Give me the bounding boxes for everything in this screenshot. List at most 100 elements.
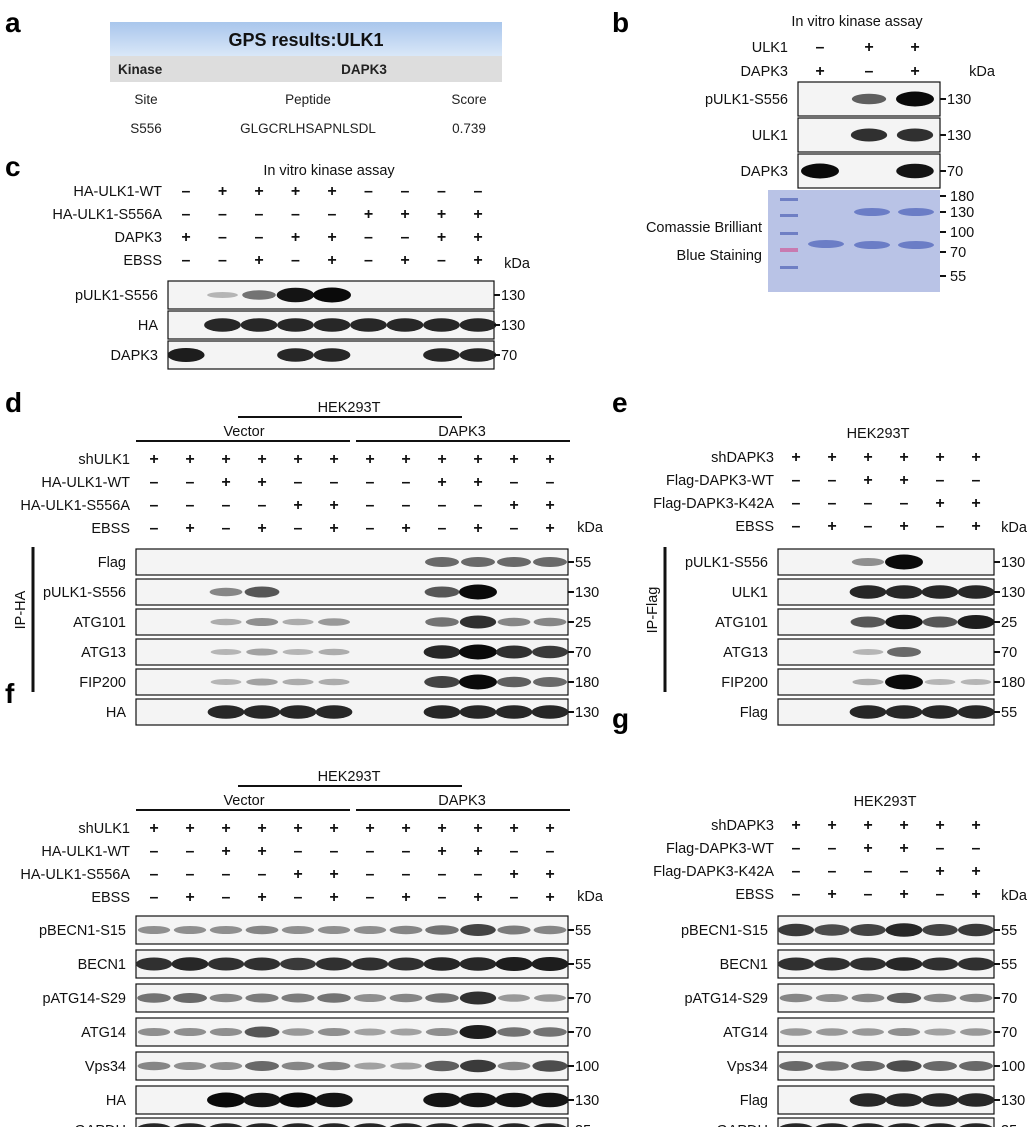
band bbox=[424, 676, 460, 688]
band bbox=[317, 1123, 351, 1127]
band bbox=[424, 1060, 460, 1072]
condition-mark: – bbox=[401, 229, 410, 246]
condition-mark: – bbox=[150, 474, 159, 491]
condition-mark: + bbox=[545, 497, 554, 514]
band bbox=[313, 348, 351, 362]
condition-label: Flag-DAPK3-WT bbox=[666, 473, 774, 489]
condition-label: Flag-DAPK3-WT bbox=[666, 841, 774, 857]
blot-strip bbox=[777, 1051, 995, 1081]
condition-mark: – bbox=[366, 474, 375, 491]
condition-mark: – bbox=[438, 889, 447, 906]
mw-label: 180 bbox=[1001, 675, 1025, 691]
cell-line: HEK293T bbox=[854, 794, 917, 810]
band bbox=[173, 926, 207, 934]
band bbox=[885, 614, 923, 630]
mw-label: 180 bbox=[950, 189, 974, 205]
condition-mark: – bbox=[150, 497, 159, 514]
condition-mark: + bbox=[863, 449, 872, 466]
cell-line: HEK293T bbox=[318, 400, 381, 416]
band bbox=[167, 348, 205, 362]
band bbox=[317, 1061, 351, 1071]
mw-label: 55 bbox=[1001, 923, 1017, 939]
condition-mark: + bbox=[935, 817, 944, 834]
condition-mark: + bbox=[221, 843, 230, 860]
condition-mark: + bbox=[401, 820, 410, 837]
condition-mark: – bbox=[474, 866, 483, 883]
band bbox=[173, 1123, 207, 1127]
mw-label: 130 bbox=[950, 205, 974, 221]
band bbox=[497, 617, 531, 627]
band bbox=[850, 924, 886, 936]
band bbox=[887, 647, 921, 657]
band bbox=[386, 318, 424, 332]
condition-mark: – bbox=[218, 206, 227, 223]
band bbox=[885, 674, 923, 690]
condition-label: DAPK3 bbox=[740, 64, 788, 80]
stained-band bbox=[898, 208, 934, 216]
band bbox=[389, 925, 423, 935]
band bbox=[495, 705, 533, 719]
panel-letter: b bbox=[612, 7, 629, 38]
panel-letter: g bbox=[612, 703, 629, 734]
blot-label: ATG101 bbox=[73, 615, 126, 631]
condition-mark: + bbox=[935, 863, 944, 880]
band bbox=[425, 1028, 459, 1036]
band bbox=[496, 676, 532, 688]
band bbox=[210, 679, 242, 685]
band bbox=[852, 1028, 884, 1036]
band bbox=[497, 557, 531, 567]
blot-label: pATG14-S29 bbox=[684, 991, 768, 1007]
condition-mark: + bbox=[791, 817, 800, 834]
condition-mark: – bbox=[936, 472, 945, 489]
panel-g: g HEK293T shDAPK3 + + + + + + Flag-DAPK3-WT – – + + – –… bbox=[612, 703, 1028, 1127]
mw-label: 130 bbox=[947, 128, 971, 144]
band bbox=[924, 679, 956, 685]
condition-mark: – bbox=[972, 840, 981, 857]
condition-mark: + bbox=[329, 497, 338, 514]
band bbox=[137, 926, 171, 934]
band bbox=[957, 957, 995, 971]
band bbox=[850, 128, 888, 142]
band bbox=[532, 645, 568, 659]
condition-mark: – bbox=[218, 252, 227, 269]
stain-label: Blue Staining bbox=[677, 248, 762, 264]
mw-label: 130 bbox=[575, 705, 599, 721]
band bbox=[423, 957, 461, 971]
band bbox=[532, 1060, 568, 1072]
condition-mark: – bbox=[437, 252, 446, 269]
condition-mark: + bbox=[149, 451, 158, 468]
condition-mark: – bbox=[437, 183, 446, 200]
band bbox=[533, 1123, 567, 1127]
condition-mark: – bbox=[182, 252, 191, 269]
condition-mark: + bbox=[910, 63, 919, 80]
condition-mark: – bbox=[864, 518, 873, 535]
condition-mark: + bbox=[257, 520, 266, 537]
band bbox=[495, 957, 533, 971]
condition-mark: – bbox=[792, 886, 801, 903]
condition-label: shULK1 bbox=[78, 821, 130, 837]
blot-label: ATG13 bbox=[81, 645, 126, 661]
condition-mark: + bbox=[327, 252, 336, 269]
mw-label: 70 bbox=[1001, 991, 1017, 1007]
band bbox=[923, 993, 957, 1003]
band bbox=[209, 1062, 243, 1070]
band bbox=[459, 674, 497, 690]
band bbox=[778, 923, 814, 937]
condition-mark: – bbox=[186, 843, 195, 860]
band bbox=[353, 926, 387, 934]
condition-mark: + bbox=[329, 820, 338, 837]
condition-mark: – bbox=[792, 472, 801, 489]
condition-mark: + bbox=[899, 472, 908, 489]
condition-mark: + bbox=[899, 449, 908, 466]
band bbox=[921, 957, 959, 971]
condition-mark: + bbox=[473, 520, 482, 537]
condition-mark: + bbox=[509, 866, 518, 883]
condition-mark: – bbox=[546, 843, 555, 860]
blot-label: pULK1-S556 bbox=[685, 555, 768, 571]
band bbox=[318, 618, 350, 626]
band bbox=[531, 957, 569, 971]
band bbox=[353, 994, 387, 1002]
mw-label: 25 bbox=[575, 615, 591, 631]
band bbox=[887, 1028, 921, 1036]
band bbox=[137, 1061, 171, 1071]
